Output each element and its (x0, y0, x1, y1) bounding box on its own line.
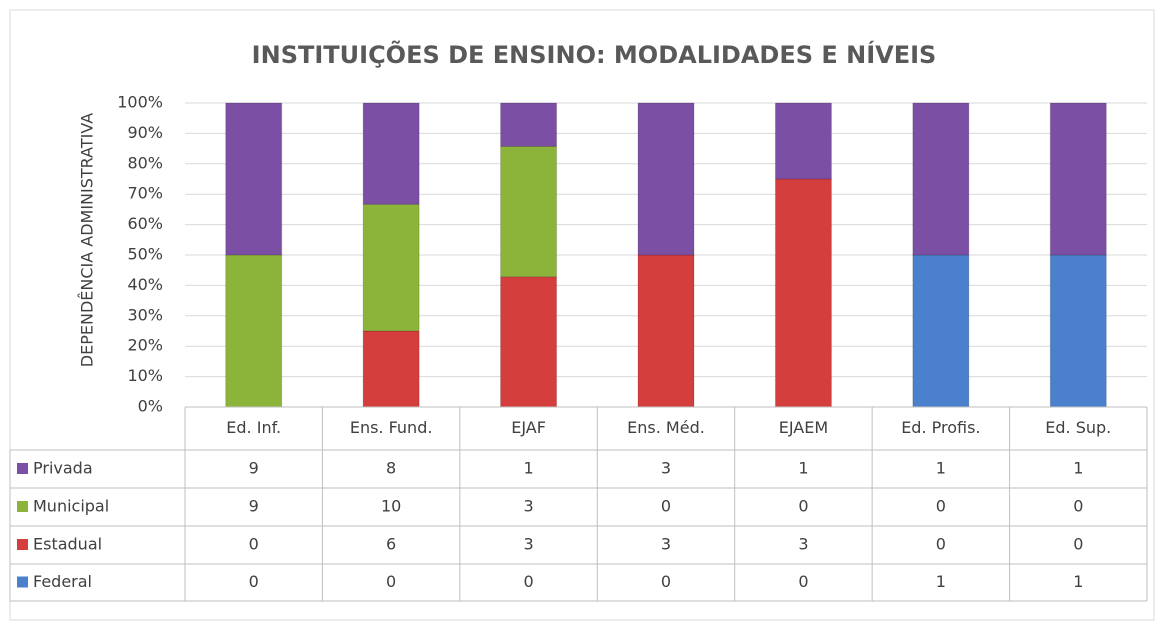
legend-label: Estadual (33, 535, 102, 554)
bar-segment (362, 203, 420, 332)
bar-segment (225, 254, 283, 408)
table-value: 1 (936, 572, 946, 591)
table-value: 0 (1073, 497, 1083, 516)
legend-swatch (17, 501, 28, 512)
y-tick-label: 20% (127, 336, 163, 355)
y-axis-label: DEPENDÊNCIA ADMINISTRATIVA (78, 113, 97, 367)
y-tick-label: 30% (127, 305, 163, 324)
table-value: 0 (249, 535, 259, 554)
table-value: 0 (936, 535, 946, 554)
y-tick-label: 90% (127, 123, 163, 142)
y-tick-label: 80% (127, 153, 163, 172)
legend-swatch (17, 576, 28, 588)
x-tick-label: Ens. Fund. (350, 418, 433, 437)
table-value: 0 (1073, 535, 1083, 554)
y-tick-label: 100% (117, 93, 163, 112)
table-value: 1 (936, 459, 946, 478)
table-value: 8 (386, 459, 396, 478)
y-tick-label: 10% (127, 366, 163, 385)
x-tick-label: Ens. Méd. (627, 418, 705, 437)
table-value: 9 (249, 497, 259, 516)
x-tick-label: Ed. Sup. (1045, 418, 1111, 437)
y-tick-label: 50% (127, 245, 163, 264)
bar-segment (774, 102, 832, 180)
table-value: 9 (249, 459, 259, 478)
table-value: 0 (661, 497, 671, 516)
table-value: 0 (798, 572, 808, 591)
chart-border (9, 9, 1155, 621)
y-tick-label: 60% (127, 214, 163, 233)
table-value: 3 (661, 535, 671, 554)
table-value: 3 (523, 535, 533, 554)
table-value: 3 (798, 535, 808, 554)
bar-segment (1049, 254, 1107, 408)
x-tick-label: EJAEM (779, 418, 828, 437)
legend-swatch (17, 463, 28, 474)
table-value: 3 (661, 459, 671, 478)
y-tick-label: 0% (138, 397, 163, 416)
legend-label: Municipal (33, 497, 109, 516)
bar-segment (774, 178, 832, 408)
table-value: 0 (249, 572, 259, 591)
bar-segment (912, 254, 970, 408)
table-value: 0 (523, 572, 533, 591)
table-value: 3 (523, 497, 533, 516)
table-value: 1 (1073, 572, 1083, 591)
bar-segment (362, 102, 420, 205)
x-tick-label: EJAF (511, 418, 546, 437)
y-tick-label: 40% (127, 275, 163, 294)
bar-segment (500, 276, 558, 408)
y-tick-label: 70% (127, 184, 163, 203)
table-value: 10 (381, 497, 401, 516)
bar-segment (225, 102, 283, 256)
table-value: 1 (1073, 459, 1083, 478)
table-value: 1 (523, 459, 533, 478)
legend-label: Privada (33, 459, 93, 478)
table-value: 0 (386, 572, 396, 591)
table-value: 1 (798, 459, 808, 478)
bar-segment (500, 102, 558, 147)
bar-segment (637, 102, 695, 256)
bar-segment (912, 102, 970, 256)
x-tick-label: Ed. Profis. (901, 418, 980, 437)
bar-segment (362, 330, 420, 408)
legend-label: Federal (33, 572, 92, 591)
bar-segment (500, 145, 558, 278)
table-value: 6 (386, 535, 396, 554)
table-value: 0 (936, 497, 946, 516)
legend-swatch (17, 539, 28, 550)
x-tick-label: Ed. Inf. (226, 418, 281, 437)
chart-title: INSTITUIÇÕES DE ENSINO: MODALIDADES E NÍ… (252, 39, 937, 69)
bar-segment (1049, 102, 1107, 256)
table-value: 0 (661, 572, 671, 591)
table-value: 0 (798, 497, 808, 516)
bar-segment (637, 254, 695, 408)
